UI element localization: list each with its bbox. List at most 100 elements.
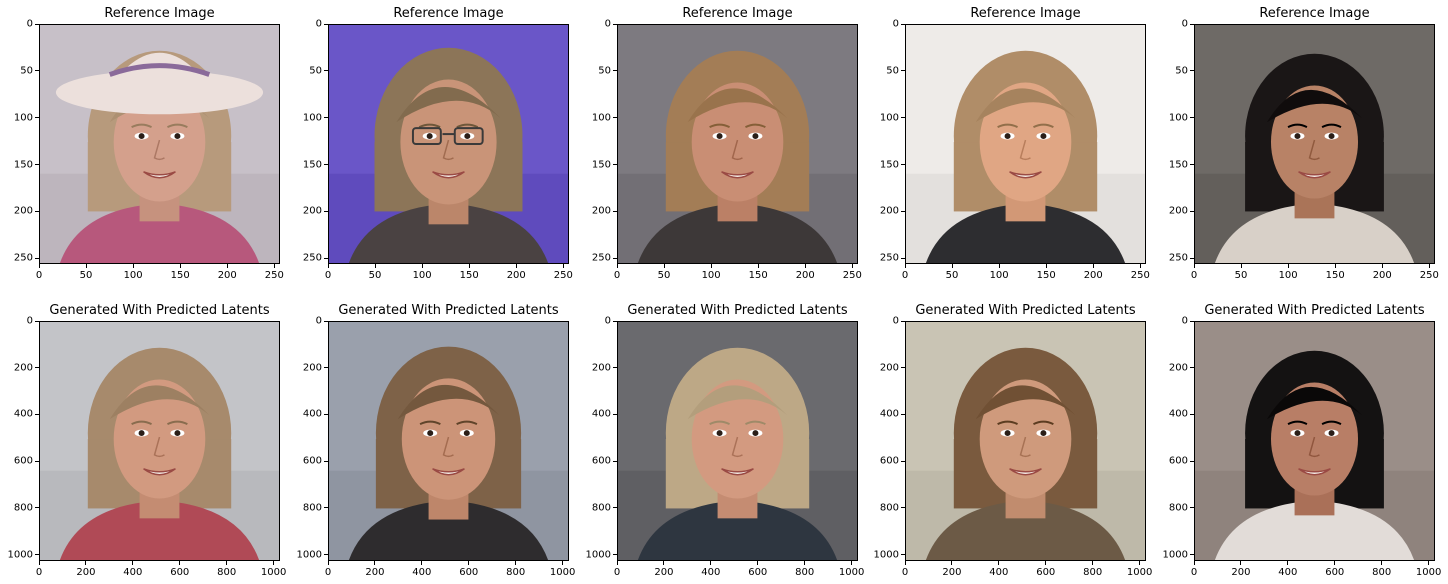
y-tick-mark: [1190, 320, 1194, 322]
bangs: [687, 88, 788, 123]
y-tick-mark: [324, 210, 328, 212]
x-tick-mark: [179, 264, 181, 268]
glasses: [411, 127, 484, 145]
y-tick-mark: [324, 460, 328, 462]
y-tick-mark: [613, 23, 617, 25]
y-tick-mark: [324, 507, 328, 509]
x-tick-label: 800: [506, 567, 526, 578]
x-tick-mark: [951, 264, 953, 268]
x-tick-label: 50: [945, 270, 959, 281]
y-tick-mark: [1190, 413, 1194, 415]
x-tick-label: 100: [701, 270, 721, 281]
x-tick-label: 800: [217, 567, 237, 578]
y-tick-label: 200: [879, 362, 899, 374]
hat: [55, 52, 264, 115]
y-tick-label: 400: [13, 408, 33, 420]
x-tick-mark: [1240, 264, 1242, 268]
x-tick-label: 150: [748, 270, 768, 281]
y-tick-label: 200: [591, 205, 611, 217]
x-tick-label: 0: [901, 270, 909, 281]
x-tick-mark: [757, 561, 759, 565]
y-tick-mark: [613, 554, 617, 556]
reference-face-image: [905, 24, 1146, 264]
y-tick-label: 400: [1168, 408, 1188, 420]
x-tick-mark: [85, 264, 87, 268]
y-tick-mark: [1190, 210, 1194, 212]
y-tick-label: 0: [604, 18, 611, 30]
x-tick-label: 400: [123, 567, 143, 578]
x-tick-mark: [273, 561, 275, 565]
x-tick-label: 0: [613, 567, 621, 578]
y-tick-mark: [35, 70, 39, 72]
panel-title: Reference Image: [1259, 6, 1370, 21]
y-tick-label: 150: [1168, 159, 1188, 171]
bangs: [1266, 89, 1363, 123]
reference-face-image: [39, 24, 280, 264]
x-tick-label: 200: [1372, 270, 1392, 281]
y-tick-label: 0: [604, 315, 611, 327]
panel-title: Generated With Predicted Latents: [49, 303, 270, 318]
y-tick-label: 200: [13, 205, 33, 217]
y-tick-mark: [1190, 460, 1194, 462]
y-tick-mark: [613, 320, 617, 322]
y-tick-label: 100: [591, 112, 611, 124]
x-tick-label: 600: [170, 567, 190, 578]
shoulders: [59, 203, 260, 263]
x-tick-mark: [562, 264, 564, 268]
y-tick-label: 100: [13, 112, 33, 124]
nose: [1019, 436, 1031, 458]
y-tick-label: 200: [879, 205, 899, 217]
y-tick-mark: [1190, 164, 1194, 166]
y-tick-label: 200: [1168, 205, 1188, 217]
y-tick-mark: [901, 117, 905, 119]
y-tick-mark: [901, 320, 905, 322]
nose: [731, 139, 743, 161]
y-tick-label: 1000: [585, 549, 611, 561]
x-tick-label: 50: [1234, 270, 1248, 281]
x-tick-label: 0: [35, 567, 43, 578]
y-tick-mark: [901, 257, 905, 259]
x-tick-mark: [132, 561, 134, 565]
x-tick-mark: [1428, 561, 1430, 565]
y-tick-label: 800: [302, 502, 322, 514]
x-tick-mark: [663, 561, 665, 565]
x-tick-mark: [904, 561, 906, 565]
shoulders: [925, 203, 1126, 263]
y-tick-label: 800: [13, 502, 33, 514]
panel-title: Reference Image: [682, 6, 793, 21]
y-tick-mark: [1190, 367, 1194, 369]
x-tick-label: 200: [76, 567, 96, 578]
x-tick-label: 0: [35, 270, 43, 281]
x-tick-mark: [1045, 561, 1047, 565]
x-tick-mark: [1381, 561, 1383, 565]
y-tick-label: 250: [591, 252, 611, 264]
y-tick-label: 800: [591, 502, 611, 514]
y-tick-label: 150: [13, 159, 33, 171]
x-tick-label: 400: [412, 567, 432, 578]
x-tick-mark: [1092, 561, 1094, 565]
x-tick-mark: [38, 264, 40, 268]
y-tick-label: 250: [302, 252, 322, 264]
y-tick-label: 0: [315, 18, 322, 30]
x-tick-mark: [1193, 264, 1195, 268]
shoulders: [1214, 500, 1415, 560]
mouth: [1009, 468, 1042, 476]
x-tick-label: 600: [1036, 567, 1056, 578]
y-tick-label: 400: [302, 408, 322, 420]
y-tick-label: 50: [309, 65, 322, 77]
x-tick-mark: [998, 561, 1000, 565]
reference-face-image: [328, 24, 569, 264]
y-tick-mark: [35, 117, 39, 119]
x-tick-mark: [1139, 264, 1141, 268]
x-tick-mark: [710, 264, 712, 268]
x-tick-mark: [616, 561, 618, 565]
y-tick-label: 600: [591, 455, 611, 467]
x-tick-mark: [374, 561, 376, 565]
x-tick-label: 100: [989, 270, 1009, 281]
x-tick-label: 1000: [260, 567, 287, 578]
y-tick-mark: [613, 210, 617, 212]
x-tick-mark: [804, 561, 806, 565]
x-tick-mark: [1428, 264, 1430, 268]
y-tick-mark: [324, 320, 328, 322]
bangs: [687, 385, 788, 420]
